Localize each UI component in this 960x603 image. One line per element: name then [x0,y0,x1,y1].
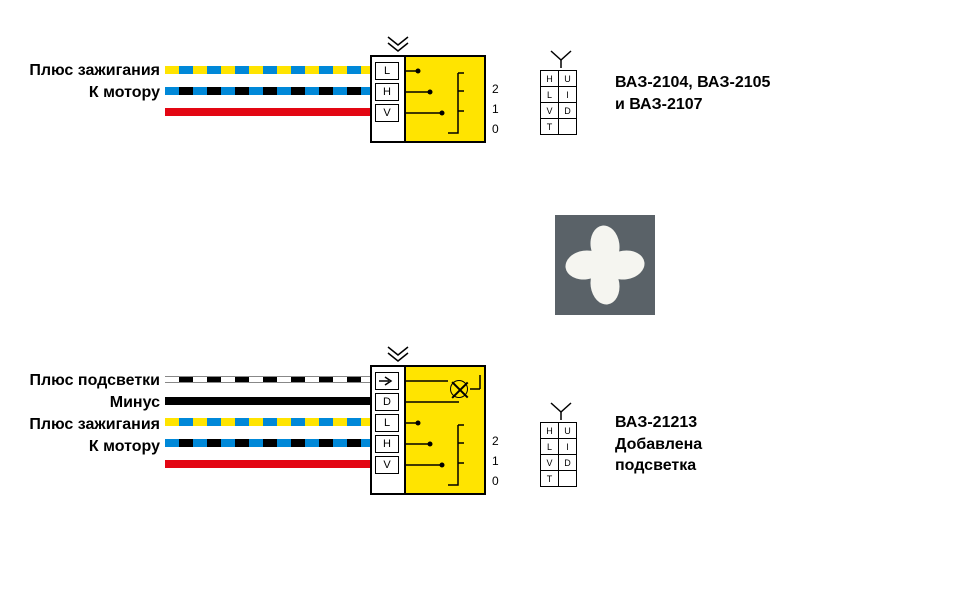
wire-red [165,108,370,116]
switch-internal-wiring [404,365,486,495]
terminal-H: H [375,435,399,453]
terminal-L: L [375,414,399,432]
terminal-V: V [375,104,399,122]
terminal-arrow [375,372,399,390]
terminal-L: L [375,62,399,80]
pin-table: HU LI VD T [540,422,577,487]
wire-yellow-blue [165,418,370,426]
pin-table: HU LI VD T [540,70,577,135]
pos-2: 2 [492,82,499,96]
wire-label: Минус [110,394,160,412]
pos-2: 2 [492,434,499,448]
wire-label: Плюс зажигания [29,416,160,434]
fan-icon [555,215,655,315]
chevron-icon [386,345,410,363]
pos-0: 0 [492,122,499,136]
wire-white-black [165,376,370,383]
wire-label: К мотору [89,438,160,456]
wire-black [165,397,370,405]
wire-blue-black [165,87,370,95]
terminal-D: D [375,393,399,411]
pos-1: 1 [492,454,499,468]
wire-blue-black [165,439,370,447]
schematic-2: Плюс подсветки Минус Плюс зажигания К мо… [0,350,960,550]
wire-label: Плюс зажигания [29,62,160,80]
pos-1: 1 [492,102,499,116]
switch-internal-wiring [404,55,486,143]
wire-label: Плюс подсветки [29,372,160,390]
y-connector-icon [548,400,574,420]
pos-0: 0 [492,474,499,488]
terminal-H: H [375,83,399,101]
terminal-V: V [375,456,399,474]
wire-yellow-blue [165,66,370,74]
description: ВАЗ-21213 Добавлена подсветка [615,412,702,477]
chevron-icon [386,35,410,53]
description: ВАЗ-2104, ВАЗ-2105 и ВАЗ-2107 [615,72,770,115]
wire-red [165,460,370,468]
y-connector-icon [548,48,574,68]
schematic-1: Плюс зажигания К мотору L H V 2 1 0 [0,40,960,180]
wire-label: К мотору [89,84,160,102]
